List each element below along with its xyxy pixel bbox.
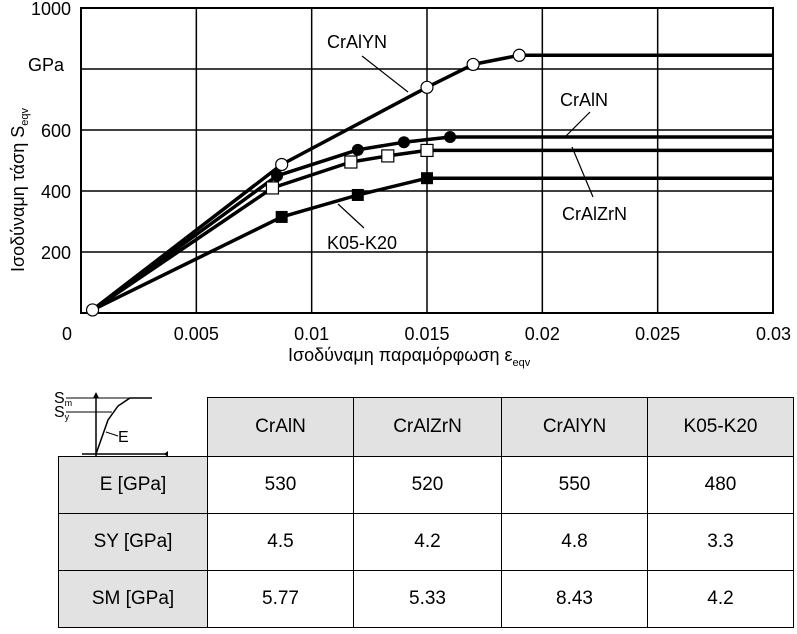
y-axis-title: Ισοδύναμη τάση Seqv xyxy=(8,108,31,272)
legend-sy-subscript: y xyxy=(65,412,70,422)
table-row: E [GPa] 530 520 550 480 xyxy=(58,456,794,514)
x-axis-title-subscript: eqv xyxy=(512,357,530,369)
table-header-cell: CrAlYN xyxy=(501,397,648,457)
marker-cralzrn xyxy=(344,155,358,169)
table-cell: 4.8 xyxy=(501,513,648,571)
properties-table: CrAlN CrAlZrN CrAlYN K05-K20 E [GPa] 530… xyxy=(58,397,794,628)
marker-cralzrn xyxy=(381,149,395,163)
x-tick-label: 0.01 xyxy=(294,324,329,344)
series-markers xyxy=(85,48,526,317)
series-label-k05-k20: K05-K20 xyxy=(327,233,397,253)
table-header-cell: K05-K20 xyxy=(647,397,794,457)
series-line-cralyn xyxy=(91,53,773,312)
table-header-cell: CrAlZrN xyxy=(353,397,502,457)
marker-cralyn xyxy=(512,48,526,62)
marker-craln xyxy=(397,136,410,149)
table-row-label: SY [GPa] xyxy=(58,513,208,571)
x-tick-label: 0 xyxy=(62,324,72,344)
svg-text:Ισοδύναμη τάση Seqv: Ισοδύναμη τάση Seqv xyxy=(8,108,31,272)
table-cell: 5.33 xyxy=(353,570,502,628)
table-cell: 520 xyxy=(353,456,502,514)
table-cell: 550 xyxy=(501,456,648,514)
svg-text:Sy: Sy xyxy=(54,404,70,422)
marker-cralzrn xyxy=(420,143,434,158)
legend-sm-label: S xyxy=(54,390,65,407)
x-tick-label: 0.02 xyxy=(525,324,560,344)
x-tick-label: 0.015 xyxy=(404,324,449,344)
series-label-craln: CrAlN xyxy=(560,90,608,110)
leader-line-cralyn xyxy=(361,55,409,93)
stress-strain-chart: 0 0.005 0.01 0.015 0.02 0.025 0.03 1000 600 400 20… xyxy=(8,0,791,369)
x-axis-title-text: Ισοδύναμη παραμόρφωση ε xyxy=(288,345,512,365)
table-cell: 5.77 xyxy=(207,570,354,628)
series-line-k05-k20 xyxy=(91,176,773,312)
table-cell: 8.43 xyxy=(501,570,648,628)
marker-k05-k20 xyxy=(275,210,288,223)
legend-e-label: E xyxy=(118,429,129,446)
stress-strain-legend-icon: Sm Sy E xyxy=(54,390,168,456)
table-header-row: CrAlN CrAlZrN CrAlYN K05-K20 xyxy=(59,397,794,457)
table-cell: 4.5 xyxy=(207,513,354,571)
svg-text:Sm: Sm xyxy=(54,390,72,408)
table-cell: 3.3 xyxy=(647,513,794,571)
table-row: SY [GPa] 4.5 4.2 4.8 3.3 xyxy=(58,513,794,571)
series-line-craln xyxy=(91,135,773,312)
table-corner-cell xyxy=(59,398,208,457)
x-tick-label: 0.025 xyxy=(635,324,680,344)
y-tick-label: 200 xyxy=(41,243,71,263)
marker-craln xyxy=(351,143,364,156)
y-tick-label: 400 xyxy=(41,182,71,202)
table-header-cell: CrAlN xyxy=(207,397,354,457)
y-axis-title-subscript: eqv xyxy=(19,108,31,126)
series-line-cralzrn xyxy=(91,148,773,312)
y-axis-unit: GPa xyxy=(28,55,65,75)
tick-labels: 0 0.005 0.01 0.015 0.02 0.025 0.03 1000 600 400 20… xyxy=(31,0,791,344)
x-axis-title: Ισοδύναμη παραμόρφωση εeqv xyxy=(288,345,531,369)
table-cell: 530 xyxy=(207,456,354,514)
leader-line-craln xyxy=(565,111,591,137)
marker-cralyn xyxy=(85,303,100,317)
table-row-label: SM [GPa] xyxy=(58,570,208,628)
series-label-cralyn: CrAlYN xyxy=(327,32,387,52)
legend-sy-label: S xyxy=(54,404,65,421)
marker-cralyn xyxy=(420,80,434,94)
marker-cralzrn xyxy=(265,181,280,195)
leader-line-cralzrn xyxy=(571,146,594,198)
y-axis-title-text: Ισοδύναμη τάση S xyxy=(8,126,28,272)
leader-line-k05-k20 xyxy=(337,203,365,229)
marker-k05-k20 xyxy=(421,172,433,185)
series-label-cralzrn: CrAlZrN xyxy=(562,204,627,224)
marker-k05-k20 xyxy=(351,188,364,201)
marker-craln xyxy=(444,131,457,144)
table-cell: 4.2 xyxy=(353,513,502,571)
y-tick-label: 600 xyxy=(41,121,71,141)
marker-craln xyxy=(271,169,284,182)
marker-cralyn xyxy=(466,57,480,72)
x-tick-label: 0.03 xyxy=(756,324,791,344)
table-cell: 4.2 xyxy=(647,570,794,628)
legend-sm-subscript: m xyxy=(65,398,73,408)
table-row-label: E [GPa] xyxy=(58,456,208,514)
x-tick-label: 0.005 xyxy=(174,324,219,344)
y-tick-label: 1000 xyxy=(31,0,71,19)
table-cell: 480 xyxy=(647,456,794,514)
table-row: SM [GPa] 5.77 5.33 8.43 4.2 xyxy=(58,570,794,628)
marker-cralyn xyxy=(275,157,289,172)
grid xyxy=(80,7,774,314)
